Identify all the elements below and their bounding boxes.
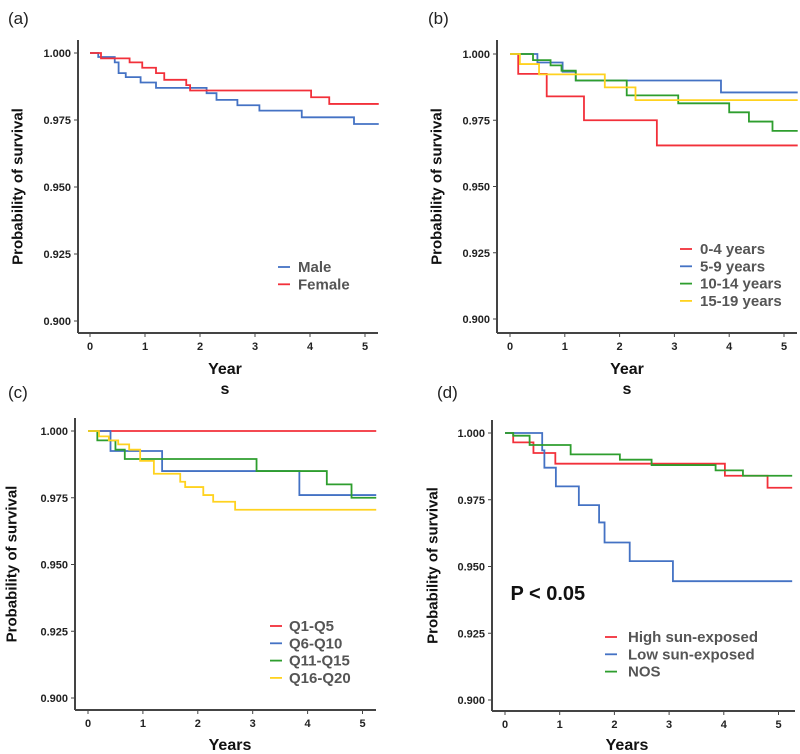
survival-curve-low-sun-exposed xyxy=(505,432,793,583)
legend-label: NOS xyxy=(628,664,661,681)
y-tick-label: 0.925 xyxy=(462,248,490,260)
x-tick-label: 1 xyxy=(140,718,146,730)
x-tick-label: 0 xyxy=(507,341,513,353)
panel-label: (d) xyxy=(437,383,458,402)
panel-label: (c) xyxy=(8,383,28,402)
x-tick-label: 3 xyxy=(671,341,677,353)
x-tick-label: 0 xyxy=(87,341,93,353)
x-tick-label: 4 xyxy=(305,718,312,730)
x-tick-label: 0 xyxy=(502,719,508,731)
y-tick-label: 1.000 xyxy=(457,428,485,440)
y-tick-label: 0.975 xyxy=(457,495,485,507)
y-tick-label: 0.900 xyxy=(457,695,485,707)
y-tick-label: 0.975 xyxy=(40,493,68,505)
legend-label: Q6-Q10 xyxy=(289,635,342,652)
survival-curve-15-19-years xyxy=(510,53,798,102)
panel-b: (b) 0.900 0.925 0.950 0.975 1.000 0 1 2 3 4 5 Probab… xyxy=(428,9,798,398)
x-tick-label: 4 xyxy=(721,719,728,731)
x-tick-label: 1 xyxy=(557,719,563,731)
x-tick-label: 5 xyxy=(781,341,787,353)
legend-label: 15-19 years xyxy=(700,293,782,310)
survival-curve-0-4-years xyxy=(510,53,798,147)
legend-label: Low sun-exposed xyxy=(628,646,755,663)
x-tick-label: 4 xyxy=(726,341,733,353)
x-tick-label: 5 xyxy=(775,719,781,731)
y-tick-label: 0.925 xyxy=(457,628,485,640)
legend-label: Male xyxy=(298,259,331,276)
panel-label: (a) xyxy=(8,9,29,28)
x-axis-title: Year xyxy=(208,361,242,378)
y-tick-label: 0.950 xyxy=(462,182,490,194)
legend-label: Q11-Q15 xyxy=(289,653,350,670)
x-axis-title-wrap: s xyxy=(623,381,632,398)
x-tick-label: 2 xyxy=(195,718,201,730)
panel-c: (c) 0.900 0.925 0.950 0.975 1.000 0 1 2 3 4 5 Probab… xyxy=(4,383,377,754)
y-tick-label: 0.900 xyxy=(40,693,68,705)
x-tick-label: 5 xyxy=(362,341,368,353)
legend-label: 0-4 years xyxy=(700,241,765,258)
x-tick-label: 2 xyxy=(617,341,623,353)
x-tick-label: 1 xyxy=(562,341,568,353)
y-tick-label: 0.925 xyxy=(43,249,71,261)
legend-label: 5-9 years xyxy=(700,258,765,275)
y-tick-label: 1.000 xyxy=(40,426,68,438)
y-tick-label: 0.925 xyxy=(40,626,68,638)
panel-d: (d) 0.900 0.925 0.950 0.975 1.000 0 1 2 3 4 5 Probab… xyxy=(425,383,795,754)
panel-a: (a) 0.900 0.925 0.950 0.975 1.000 0 1 2 3 4 5 Probab… xyxy=(8,9,379,398)
y-tick-label: 1.000 xyxy=(462,49,490,61)
y-axis-title: Probability of survival xyxy=(4,486,21,643)
x-tick-label: 3 xyxy=(252,341,258,353)
x-tick-label: 3 xyxy=(250,718,256,730)
survival-curve-nos xyxy=(505,432,793,477)
y-tick-label: 1.000 xyxy=(43,48,71,60)
panel-label: (b) xyxy=(428,9,449,28)
x-axis-title-wrap: s xyxy=(221,381,230,398)
survival-curve-q11-q15 xyxy=(88,430,377,499)
x-tick-label: 4 xyxy=(307,341,314,353)
x-axis-title: Years xyxy=(606,737,649,754)
x-axis-title: Year xyxy=(610,361,644,378)
survival-curve-male xyxy=(90,52,379,125)
survival-curve-q16-q20 xyxy=(88,430,377,511)
survival-curve-5-9-years xyxy=(510,53,798,94)
y-axis-title: Probability of survival xyxy=(10,108,27,265)
x-tick-label: 2 xyxy=(611,719,617,731)
y-tick-label: 0.900 xyxy=(462,314,490,326)
y-tick-label: 0.950 xyxy=(43,182,71,194)
y-tick-label: 0.975 xyxy=(43,115,71,127)
legend-label: High sun-exposed xyxy=(628,629,758,646)
x-tick-label: 3 xyxy=(666,719,672,731)
x-tick-label: 0 xyxy=(85,718,91,730)
y-axis-title: Probability of survival xyxy=(425,487,442,644)
y-tick-label: 0.900 xyxy=(43,316,71,328)
y-tick-label: 0.975 xyxy=(462,115,490,127)
x-tick-label: 5 xyxy=(359,718,365,730)
legend-label: Female xyxy=(298,276,350,293)
y-axis-title: Probability of survival xyxy=(429,108,446,265)
y-tick-label: 0.950 xyxy=(457,562,485,574)
x-tick-label: 2 xyxy=(197,341,203,353)
y-tick-label: 0.950 xyxy=(40,560,68,572)
p-value-annotation: P < 0.05 xyxy=(510,583,585,605)
survival-curve-q6-q10 xyxy=(88,430,377,496)
x-tick-label: 1 xyxy=(142,341,148,353)
legend-label: Q16-Q20 xyxy=(289,670,351,687)
legend-label: 10-14 years xyxy=(700,276,782,293)
x-axis-title: Years xyxy=(209,737,252,754)
survival-curve-female xyxy=(90,52,379,105)
legend-label: Q1-Q5 xyxy=(289,618,334,635)
survival-curve-high-sun-exposed xyxy=(505,432,793,489)
